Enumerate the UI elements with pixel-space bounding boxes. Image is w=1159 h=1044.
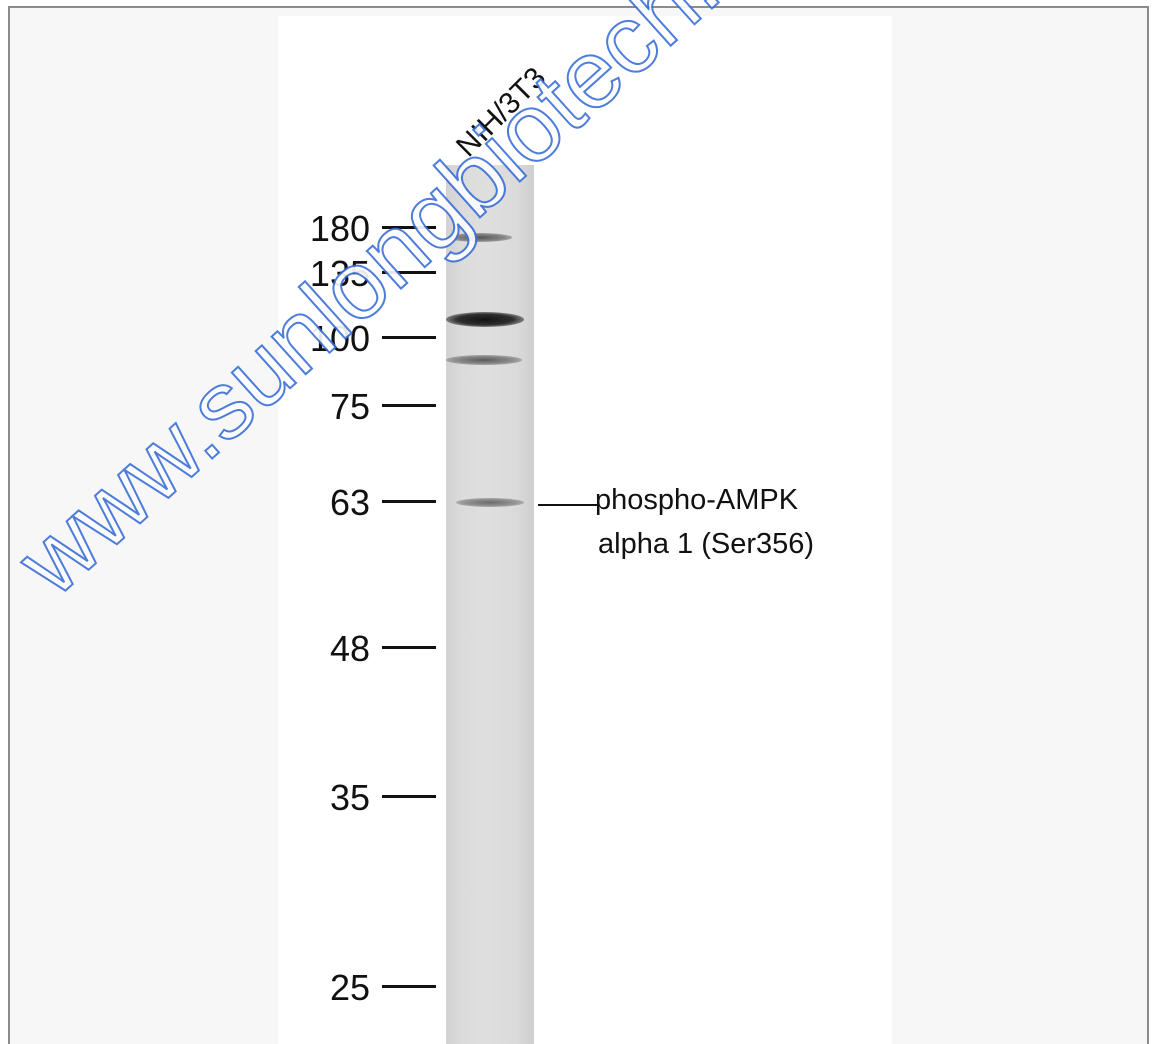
mw-tick-180 xyxy=(382,226,436,229)
mw-label-63: 63 xyxy=(329,482,370,523)
mw-label-180: 180 xyxy=(309,208,370,249)
blot-lane xyxy=(446,165,534,1044)
mw-tick-48 xyxy=(382,646,436,649)
mw-label-100: 100 xyxy=(309,318,370,359)
band-target xyxy=(456,498,524,507)
mw-tick-63 xyxy=(382,500,436,503)
mw-label-48: 48 xyxy=(329,628,370,669)
band-main-doublet xyxy=(446,312,524,327)
target-label-line1: phospho-AMPK xyxy=(595,484,799,516)
western-blot-panel xyxy=(278,16,892,1044)
mw-label-25: 25 xyxy=(329,967,370,1008)
target-pointer-line xyxy=(538,504,598,506)
mw-tick-135 xyxy=(382,271,436,274)
mw-label-135: 135 xyxy=(309,253,370,294)
band-secondary xyxy=(446,355,522,365)
mw-tick-25 xyxy=(382,985,436,988)
mw-label-75: 75 xyxy=(329,386,370,427)
band-upper xyxy=(448,233,512,242)
mw-tick-100 xyxy=(382,336,436,339)
mw-label-35: 35 xyxy=(329,777,370,818)
target-label-line2: alpha 1 (Ser356) xyxy=(598,528,815,560)
mw-tick-75 xyxy=(382,404,436,407)
mw-tick-35 xyxy=(382,795,436,798)
